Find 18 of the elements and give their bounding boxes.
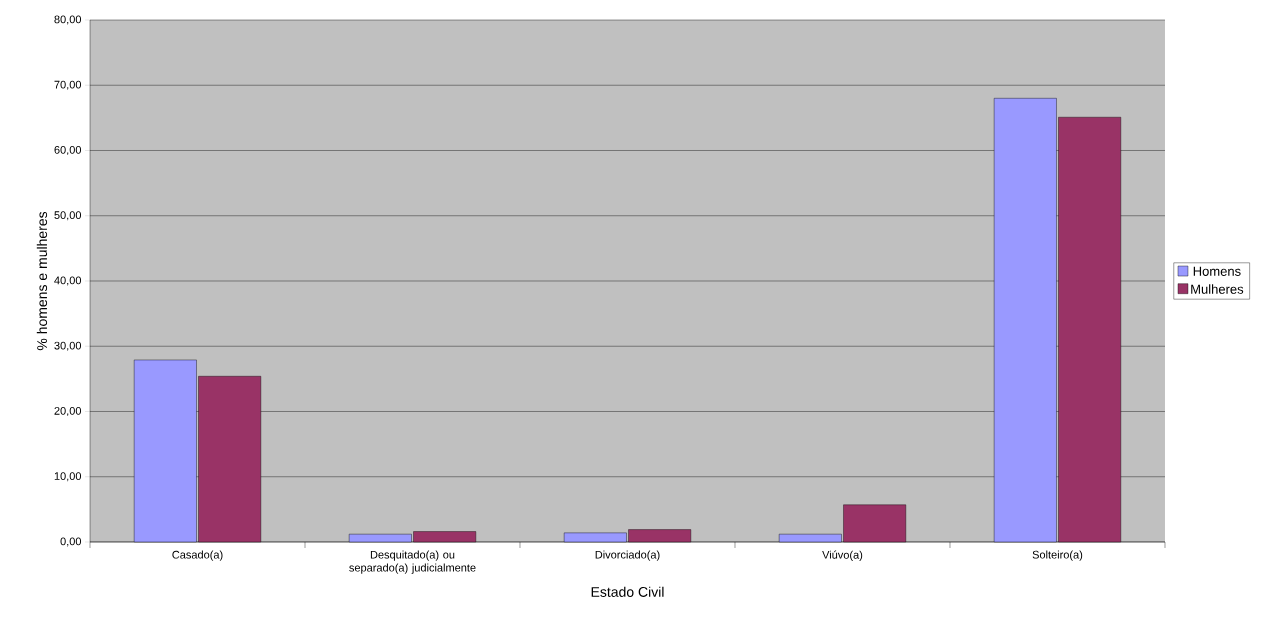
x-tick-label: Casado(a) (172, 550, 223, 561)
x-tick-label: Desquitado(a) ou separado(a) judicialmente (349, 550, 476, 574)
y-tick-label: 0,00 (60, 537, 82, 547)
y-axis-title: % homens e mulheres (36, 211, 48, 351)
y-tick-label: 70,00 (54, 80, 82, 90)
x-tick-label: Solteiro(a) (1032, 550, 1083, 561)
x-tick-label: Divorciado(a) (595, 550, 660, 561)
y-tick-label: 80,00 (54, 15, 82, 25)
x-tick-label: Viúvo(a) (822, 550, 863, 561)
y-tick-label: 40,00 (54, 276, 82, 286)
y-tick-label: 30,00 (54, 341, 82, 351)
y-tick-label: 10,00 (54, 472, 82, 482)
y-tick-label: 60,00 (54, 145, 82, 156)
y-tick-label: 20,00 (54, 406, 82, 417)
legend-label: Mulheres (1191, 284, 1244, 294)
y-tick-label: 50,00 (54, 211, 82, 221)
legend-label: Homens (1193, 266, 1241, 276)
x-axis-title: Estado Civil (591, 586, 664, 597)
